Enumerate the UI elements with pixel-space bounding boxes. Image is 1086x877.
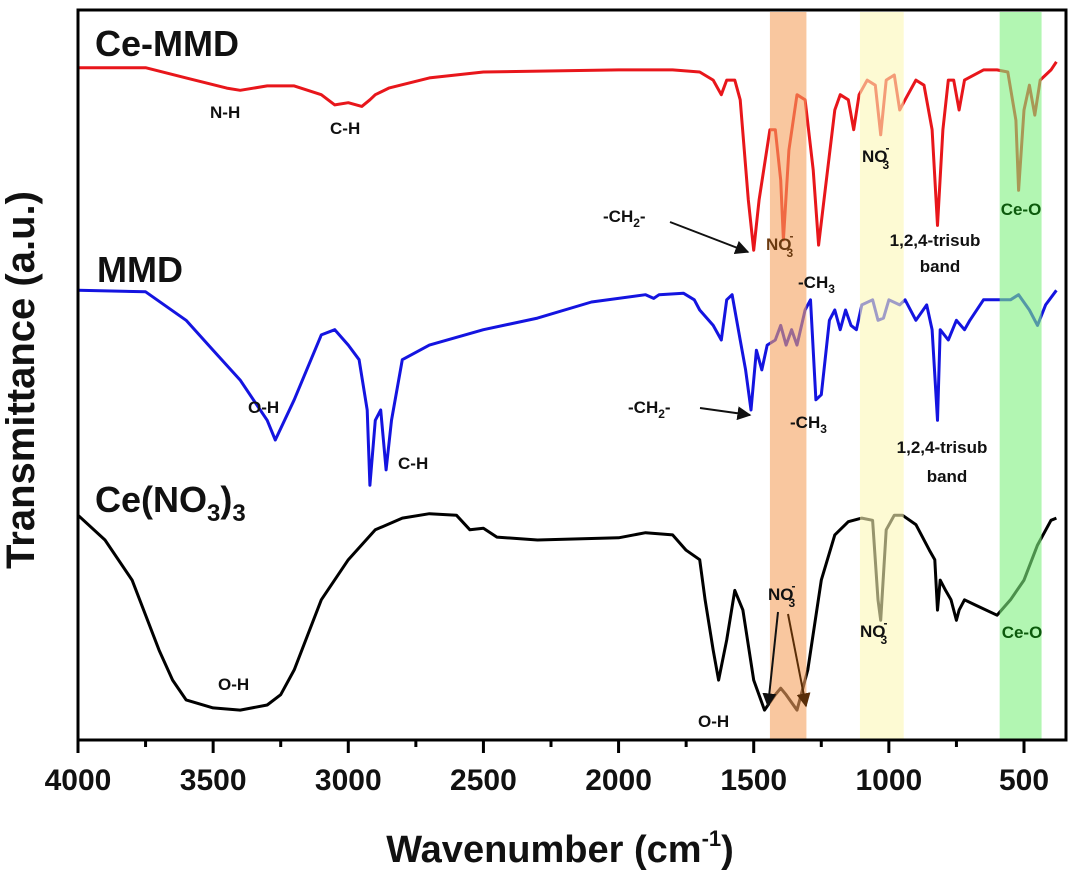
series-line-ce-no3-3 bbox=[76, 512, 1057, 712]
annotation-no3-yellow: NO-3 bbox=[862, 141, 890, 172]
series-label-ce-nitrate: Ce(NO3)3 bbox=[95, 479, 246, 527]
highlight-band-2 bbox=[999, 12, 1042, 740]
y-axis-label: Transmittance (a.u.) bbox=[0, 191, 43, 569]
x-axis-label: Wavenumber (cm-1) bbox=[386, 826, 734, 871]
arrow-ch2 bbox=[669, 221, 750, 255]
x-tick-label: 4000 bbox=[45, 764, 112, 797]
x-tick-label: 3500 bbox=[180, 764, 247, 797]
annotation-no3-yellow: NO-3 bbox=[860, 616, 888, 647]
annotation-trisub-band: band bbox=[920, 257, 961, 276]
arrow-ch2 bbox=[699, 406, 752, 421]
highlight-bands bbox=[769, 12, 1042, 740]
spectra-curves bbox=[76, 60, 1058, 712]
annotation-ch3: -CH3 bbox=[790, 413, 827, 436]
annotation-ceo: Ce-O bbox=[1002, 623, 1043, 642]
annotation-oh: O-H bbox=[698, 712, 729, 731]
x-tick-label: 500 bbox=[999, 764, 1049, 797]
annotation-ch2: -CH2- bbox=[603, 207, 646, 230]
annotation-trisub: 1,2,4-trisub bbox=[890, 231, 981, 250]
annotation-ch2: -CH2- bbox=[628, 398, 671, 421]
x-tick-label: 1000 bbox=[855, 764, 922, 797]
annotation-trisub-band: band bbox=[927, 467, 968, 486]
series-label-mmd: MMD bbox=[97, 249, 183, 290]
annotation-ch: C-H bbox=[398, 454, 428, 473]
annotation-ch: C-H bbox=[330, 119, 360, 138]
series-line-ce-mmd bbox=[78, 60, 1058, 252]
plot-frame bbox=[76, 8, 1068, 742]
annotation-oh: O-H bbox=[218, 675, 249, 694]
annotation-trisub: 1,2,4-trisub bbox=[897, 438, 988, 457]
x-tick-label: 3000 bbox=[315, 764, 382, 797]
annotation-ch3: -CH3 bbox=[798, 273, 835, 296]
x-tick-label: 1500 bbox=[720, 764, 787, 797]
annotation-no3-band: NO-3 bbox=[766, 229, 794, 260]
annotation-ceo: Ce-O bbox=[1001, 200, 1042, 219]
highlight-band-1 bbox=[859, 12, 904, 740]
annotation-no3-band: NO-3 bbox=[768, 579, 796, 610]
series-label-ce-mmd: Ce-MMD bbox=[95, 23, 239, 64]
annotation-oh: O-H bbox=[248, 398, 279, 417]
x-axis-ticks: 4000 3500 3000 2500 2000 1500 1000 500 bbox=[45, 740, 1049, 797]
x-tick-label: 2000 bbox=[585, 764, 652, 797]
annotation-nh: N-H bbox=[210, 103, 240, 122]
x-tick-label: 2500 bbox=[450, 764, 517, 797]
arrow-no3-right bbox=[787, 613, 811, 708]
arrow-no3-left bbox=[762, 611, 779, 708]
